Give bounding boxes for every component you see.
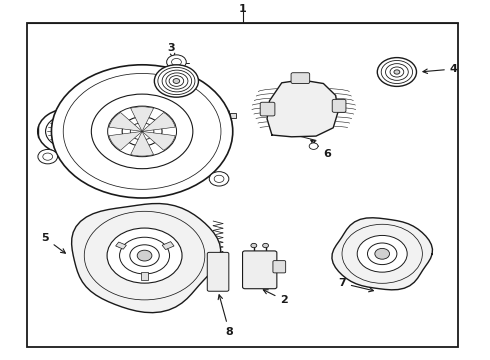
Circle shape [209,172,229,186]
Circle shape [122,117,162,146]
Circle shape [38,149,57,164]
Bar [116,242,126,249]
FancyBboxPatch shape [207,252,229,291]
Polygon shape [332,218,433,290]
Wedge shape [131,131,153,156]
Circle shape [167,55,186,69]
FancyBboxPatch shape [260,102,275,116]
Circle shape [377,58,416,86]
Circle shape [357,235,407,272]
Bar [166,178,179,183]
FancyBboxPatch shape [243,251,277,289]
Text: 4: 4 [423,64,458,74]
Ellipse shape [62,125,80,138]
Circle shape [368,243,397,265]
Circle shape [309,143,318,149]
Circle shape [173,78,180,84]
Wedge shape [109,131,142,150]
FancyBboxPatch shape [273,261,286,273]
Ellipse shape [38,108,104,155]
Polygon shape [267,80,338,137]
Circle shape [120,237,170,274]
Circle shape [251,243,257,248]
Text: 3: 3 [168,43,175,59]
Text: 5: 5 [41,233,65,253]
Bar [230,113,236,118]
Text: 8: 8 [218,295,233,337]
Wedge shape [142,131,175,150]
Bar [141,271,148,279]
FancyBboxPatch shape [332,99,346,112]
FancyBboxPatch shape [291,73,310,84]
Ellipse shape [53,120,89,143]
Wedge shape [109,113,142,131]
Text: 6: 6 [311,140,331,159]
Text: 7: 7 [338,278,373,292]
Circle shape [394,70,400,74]
Text: 1: 1 [239,4,246,14]
Polygon shape [72,203,221,313]
Circle shape [263,243,269,248]
Circle shape [375,248,390,259]
Circle shape [51,65,233,198]
FancyBboxPatch shape [170,69,187,78]
Text: 2: 2 [263,290,288,305]
Bar [162,242,174,249]
Circle shape [107,228,182,283]
Ellipse shape [46,114,97,149]
Wedge shape [131,107,153,131]
Circle shape [154,65,198,97]
Wedge shape [142,113,175,131]
Circle shape [137,250,152,261]
Circle shape [130,245,159,266]
Bar [27,23,458,347]
